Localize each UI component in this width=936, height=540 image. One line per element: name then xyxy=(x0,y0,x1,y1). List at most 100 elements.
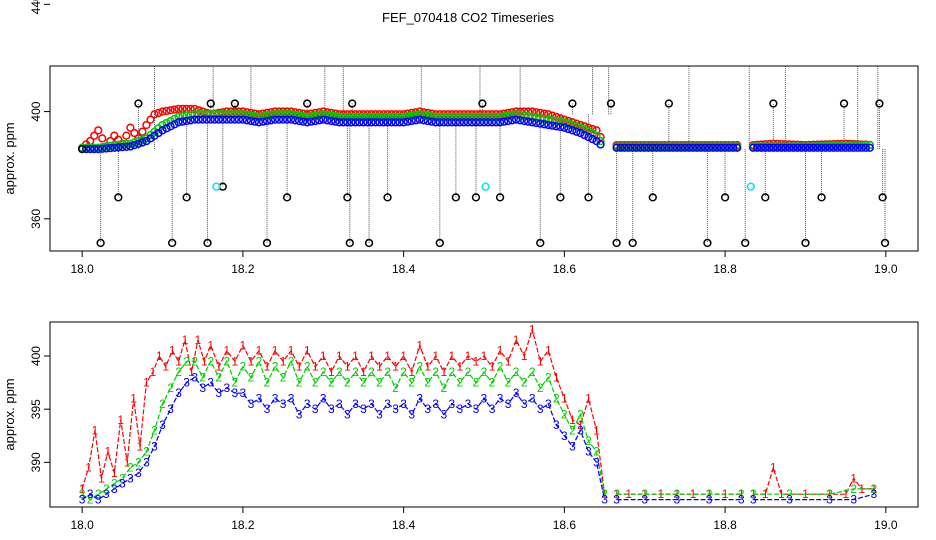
reference-point xyxy=(348,99,357,108)
series-marker-s1: 1 xyxy=(577,418,584,432)
series-marker-s1: 1 xyxy=(85,461,92,475)
sample-point-s3 xyxy=(809,143,818,152)
sample-point-s2 xyxy=(443,112,452,122)
series-marker-s1: 1 xyxy=(130,392,137,406)
series-marker-s3: 3 xyxy=(256,392,263,406)
sample-point-s1 xyxy=(122,131,131,140)
sample-point-s3 xyxy=(628,143,637,152)
sample-point-s3 xyxy=(246,116,256,126)
series-marker-s1: 1 xyxy=(272,344,279,358)
sample-point-s3 xyxy=(98,144,107,153)
series-marker-s3: 3 xyxy=(143,455,150,469)
sample-point-s2 xyxy=(294,111,304,120)
sample-point-s3 xyxy=(688,143,698,152)
sample-point-s3 xyxy=(757,143,766,152)
sample-point-s3 xyxy=(443,118,452,127)
series-marker-s3: 3 xyxy=(87,487,94,501)
sample-point-s3 xyxy=(656,143,665,152)
series-marker-s3: 3 xyxy=(561,429,568,443)
series-marker-s2: 2 xyxy=(288,354,295,368)
sample-point-s1 xyxy=(90,131,99,140)
sample-point-s2 xyxy=(415,110,424,119)
series-marker-s3: 3 xyxy=(424,402,431,416)
sample-point-s2 xyxy=(383,112,392,122)
series-marker-s2: 2 xyxy=(336,365,343,379)
sample-point-s1 xyxy=(162,106,171,116)
sample-point-s2 xyxy=(524,112,533,121)
sample-point-s2 xyxy=(511,110,521,119)
series-marker-s3: 3 xyxy=(569,439,576,453)
sample-point-s2 xyxy=(431,112,440,122)
sample-point-s3 xyxy=(447,118,457,127)
sample-point-s3 xyxy=(407,116,416,126)
sample-point-s2 xyxy=(303,112,312,122)
series-marker-s1: 1 xyxy=(296,360,303,374)
series-marker-s2: 2 xyxy=(674,487,681,501)
series-marker-s3: 3 xyxy=(473,402,480,416)
series-marker-s1: 1 xyxy=(585,392,592,406)
series-marker-s2: 2 xyxy=(529,365,536,379)
top-panel: 18.0 18.2 18.4 18.6 18.8 19.0 360 400 440 approx.… xyxy=(2,0,919,276)
series-marker-s2: 2 xyxy=(706,487,713,501)
sample-point-s3 xyxy=(765,143,774,152)
sample-point-s3 xyxy=(110,143,119,152)
series-marker-s2: 2 xyxy=(400,365,407,379)
series-marker-s1: 1 xyxy=(826,487,833,501)
series-marker-s1: 1 xyxy=(392,360,399,374)
series-marker-s3: 3 xyxy=(489,402,496,416)
series-marker-s2: 2 xyxy=(613,487,620,501)
sample-point-s2 xyxy=(479,112,489,122)
sample-point-s2 xyxy=(355,112,364,122)
x-tick-label: 18.4 xyxy=(392,518,416,532)
sample-point-s2 xyxy=(242,110,252,120)
series-marker-s2: 2 xyxy=(103,482,110,496)
series-marker-s2: 2 xyxy=(593,445,600,459)
sample-point-s3 xyxy=(214,115,223,124)
series-marker-s1: 1 xyxy=(207,338,214,352)
reference-point xyxy=(761,193,770,202)
series-marker-s1: 1 xyxy=(368,349,375,363)
series-marker-s2: 2 xyxy=(127,461,134,475)
series-marker-s2: 2 xyxy=(392,381,399,395)
series-marker-s3: 3 xyxy=(360,402,367,416)
series-marker-s2: 2 xyxy=(376,376,383,390)
reference-point xyxy=(262,238,272,248)
series-marker-s1: 1 xyxy=(320,349,327,363)
series-marker-s1: 1 xyxy=(376,360,383,374)
sample-point-s2 xyxy=(234,110,244,119)
sample-point-s1 xyxy=(254,110,264,119)
series-marker-s3: 3 xyxy=(79,493,86,507)
sample-point-s3 xyxy=(134,139,143,148)
series-marker-s2: 2 xyxy=(264,376,271,390)
sample-point-s3 xyxy=(375,118,384,127)
sample-point-s1 xyxy=(126,123,135,132)
sample-point-s1 xyxy=(540,109,549,118)
x-tick-label: 18.8 xyxy=(713,262,737,276)
series-marker-s1: 1 xyxy=(98,471,105,485)
sample-point-s1 xyxy=(186,104,195,114)
sample-point-s3 xyxy=(371,118,380,127)
sample-point-s2 xyxy=(367,112,376,122)
sample-point-s3 xyxy=(475,118,485,127)
sample-point-s2 xyxy=(516,110,525,120)
series-marker-s2: 2 xyxy=(368,365,375,379)
sample-point-s1 xyxy=(94,126,103,135)
sample-point-s3 xyxy=(499,117,509,126)
sample-point-s1 xyxy=(98,134,107,143)
series-marker-s3: 3 xyxy=(344,408,351,422)
reference-point xyxy=(96,238,105,248)
sample-point-s1 xyxy=(174,104,183,114)
sample-point-s3 xyxy=(813,143,822,152)
sample-point-s3 xyxy=(122,142,131,151)
x-tick-label: 18.6 xyxy=(553,262,577,276)
sample-point-s2 xyxy=(435,112,444,122)
y-tick-label: 360 xyxy=(29,208,43,228)
sample-point-s3 xyxy=(616,143,625,152)
series-marker-s3: 3 xyxy=(706,493,713,507)
sample-point-s3 xyxy=(491,118,501,127)
sample-point-s3 xyxy=(278,115,288,124)
series-marker-s3: 3 xyxy=(432,397,439,411)
series-marker-s2: 2 xyxy=(408,376,415,390)
reference-point xyxy=(741,238,750,248)
